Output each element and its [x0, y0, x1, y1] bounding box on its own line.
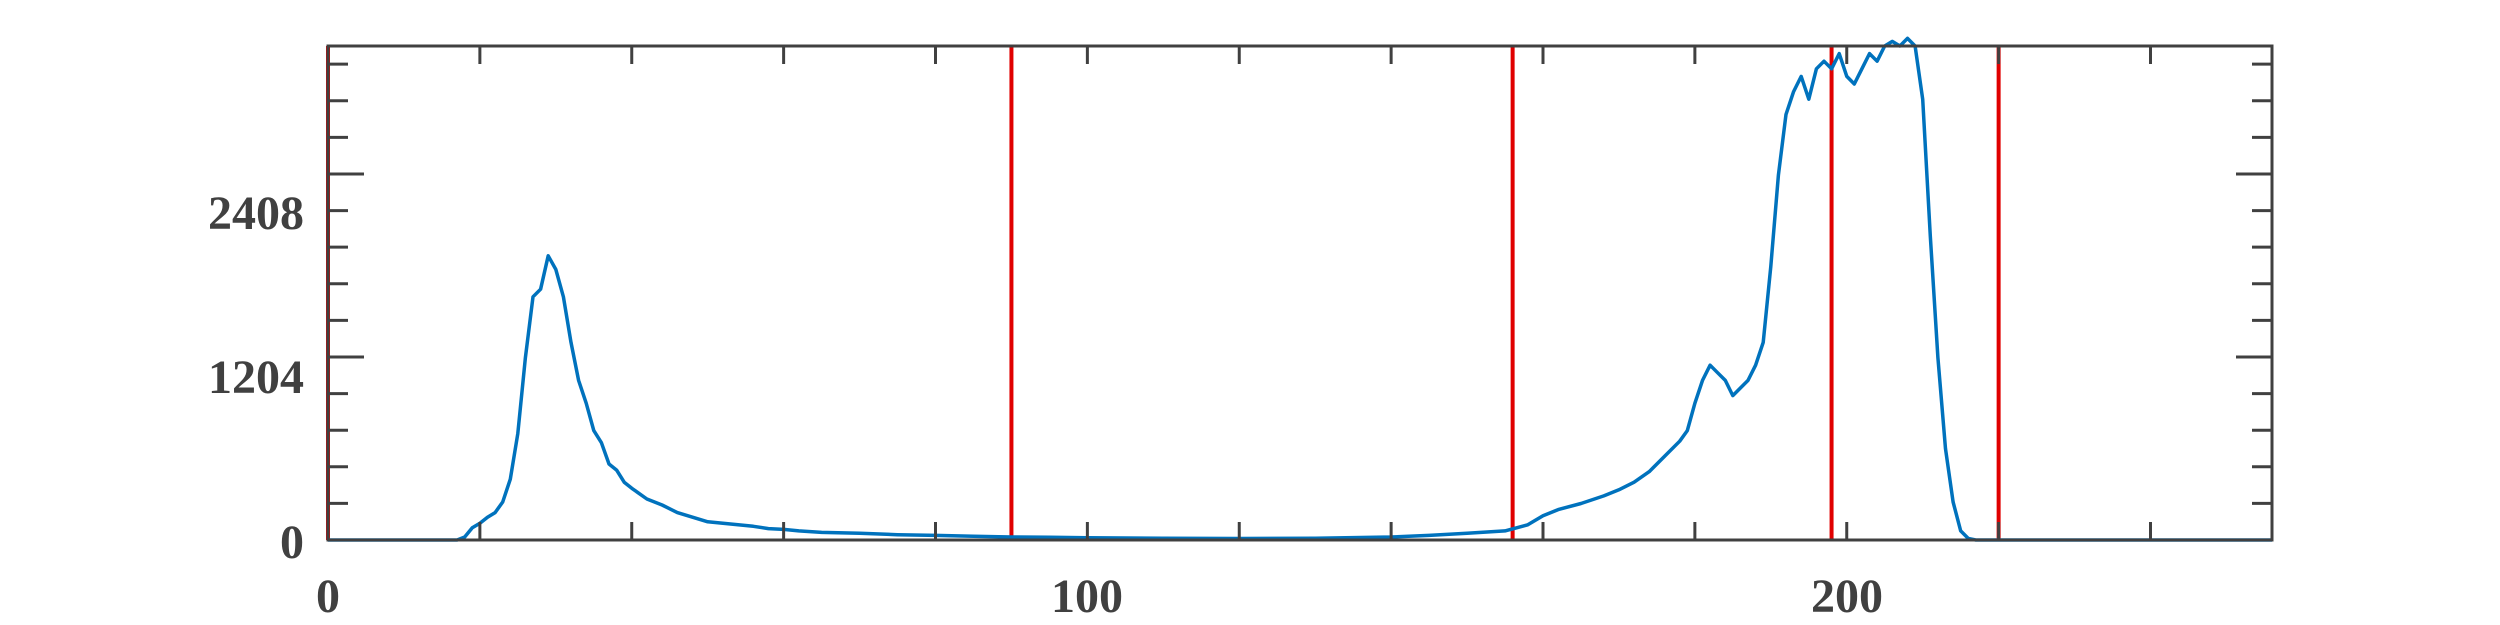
- series-line: [328, 36, 2272, 542]
- x-tick-label: 0: [316, 570, 340, 623]
- axis-ticks: [328, 46, 2272, 540]
- x-axis: 0 100 200: [316, 570, 1883, 623]
- plot-frame: [326, 44, 2274, 542]
- series-layer: [328, 36, 2272, 542]
- y-axis: 0 1204 2408: [208, 187, 304, 569]
- y-tick-label: 1204: [208, 351, 304, 404]
- y-tick-label: 2408: [208, 187, 304, 240]
- plot-background: [328, 46, 2272, 540]
- x-tick-label: 200: [1811, 570, 1883, 623]
- x-tick-label: 100: [1051, 570, 1123, 623]
- y-tick-label: 0: [280, 516, 304, 569]
